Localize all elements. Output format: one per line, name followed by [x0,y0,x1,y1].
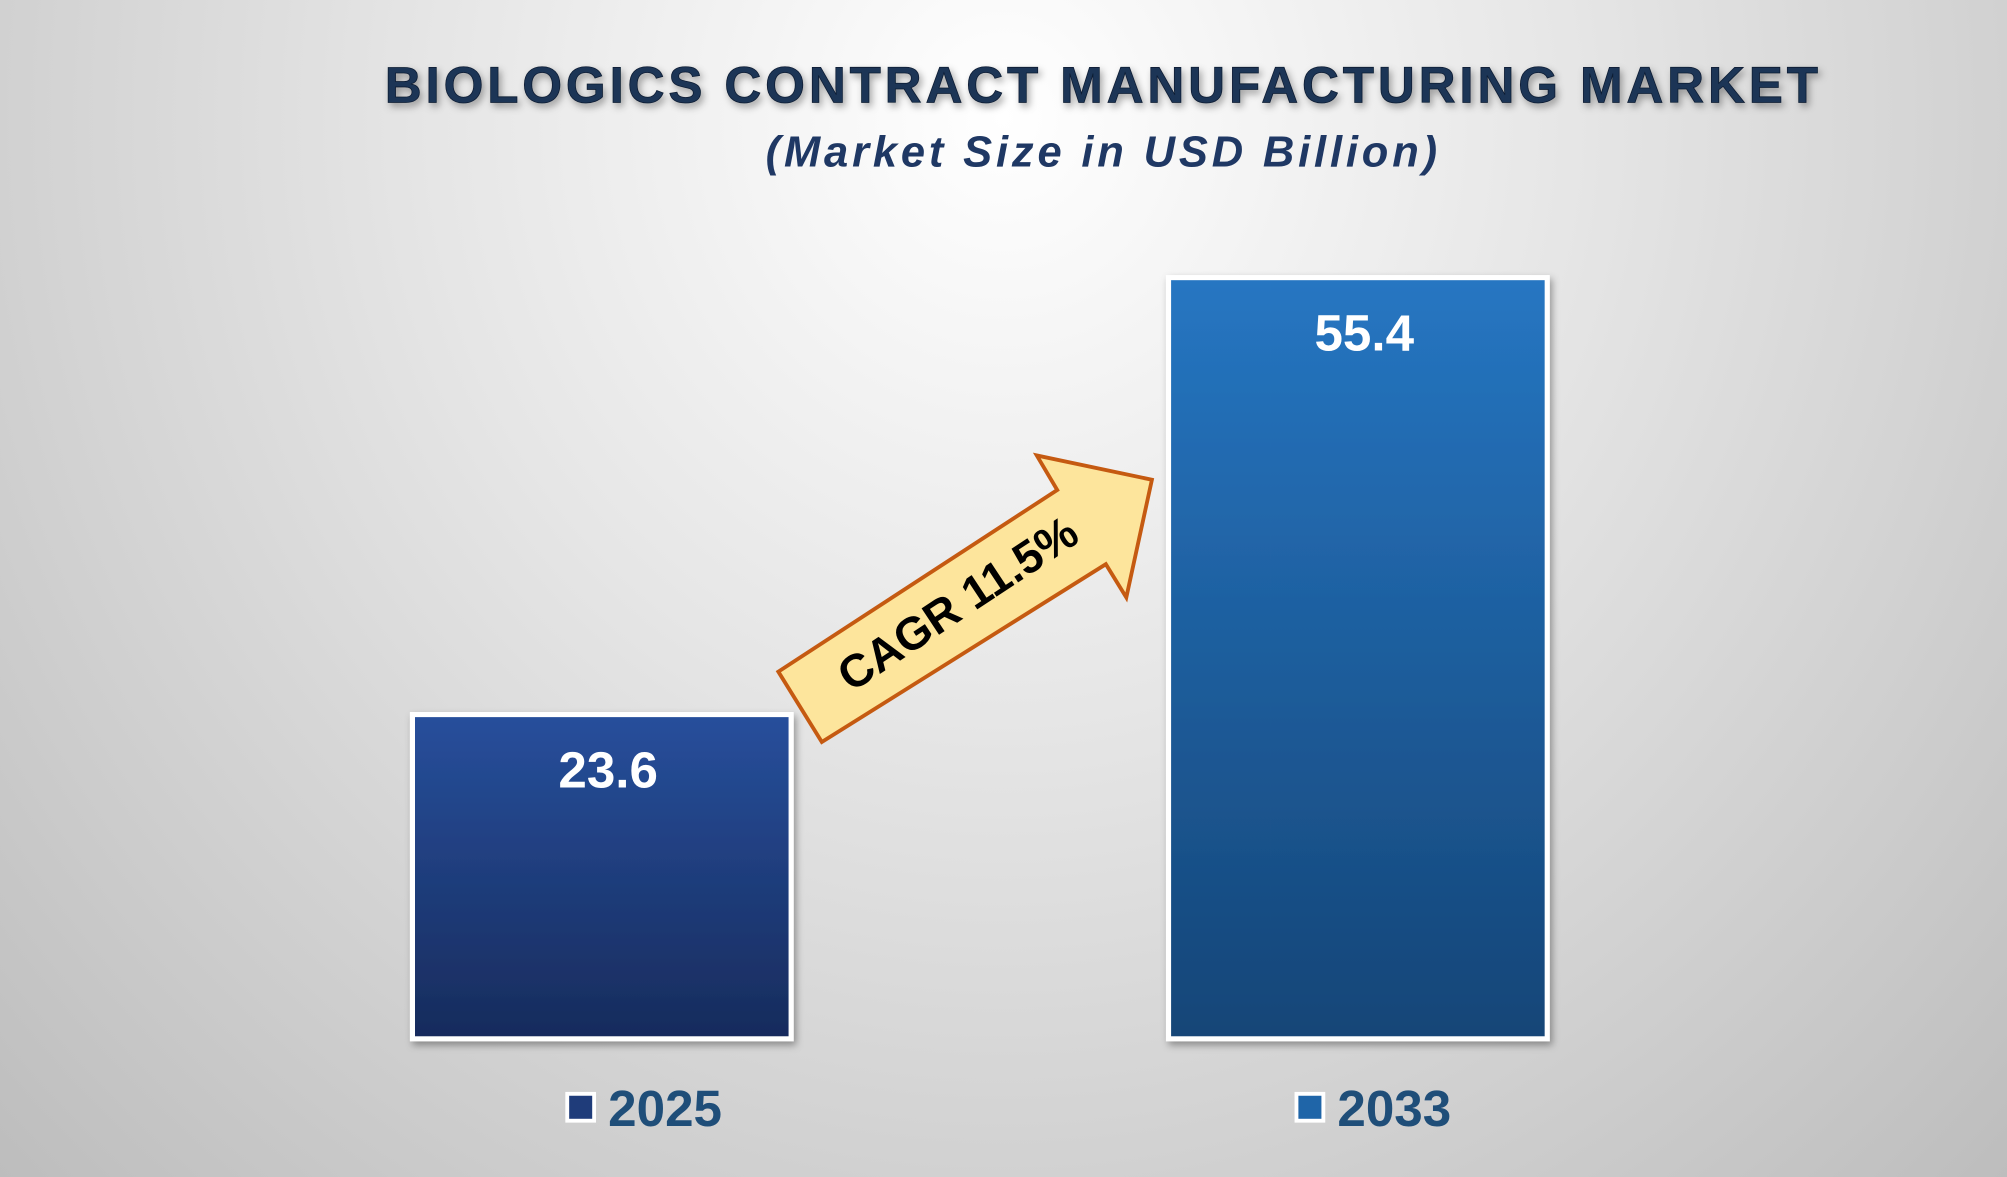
chart-subtitle: (Market Size in USD Billion) [766,128,1441,176]
legend-label-2033: 2033 [1337,1080,1451,1137]
chart-title: BIOLOGICS CONTRACT MANUFACTURING MARKET [385,56,1822,113]
cagr-label: CAGR 11.5% [828,505,1087,701]
data-label-2033: 55.4 [1314,305,1414,362]
legend-label-2025: 2025 [608,1080,722,1137]
bar-2025 [409,712,794,1042]
bar-2033 [1165,275,1550,1042]
data-label-2025: 23.6 [558,741,658,798]
legend-swatch-2033 [1294,1091,1326,1123]
cagr-arrow: CAGR 11.5% [775,452,1155,745]
legend-swatch-2025 [565,1091,597,1123]
